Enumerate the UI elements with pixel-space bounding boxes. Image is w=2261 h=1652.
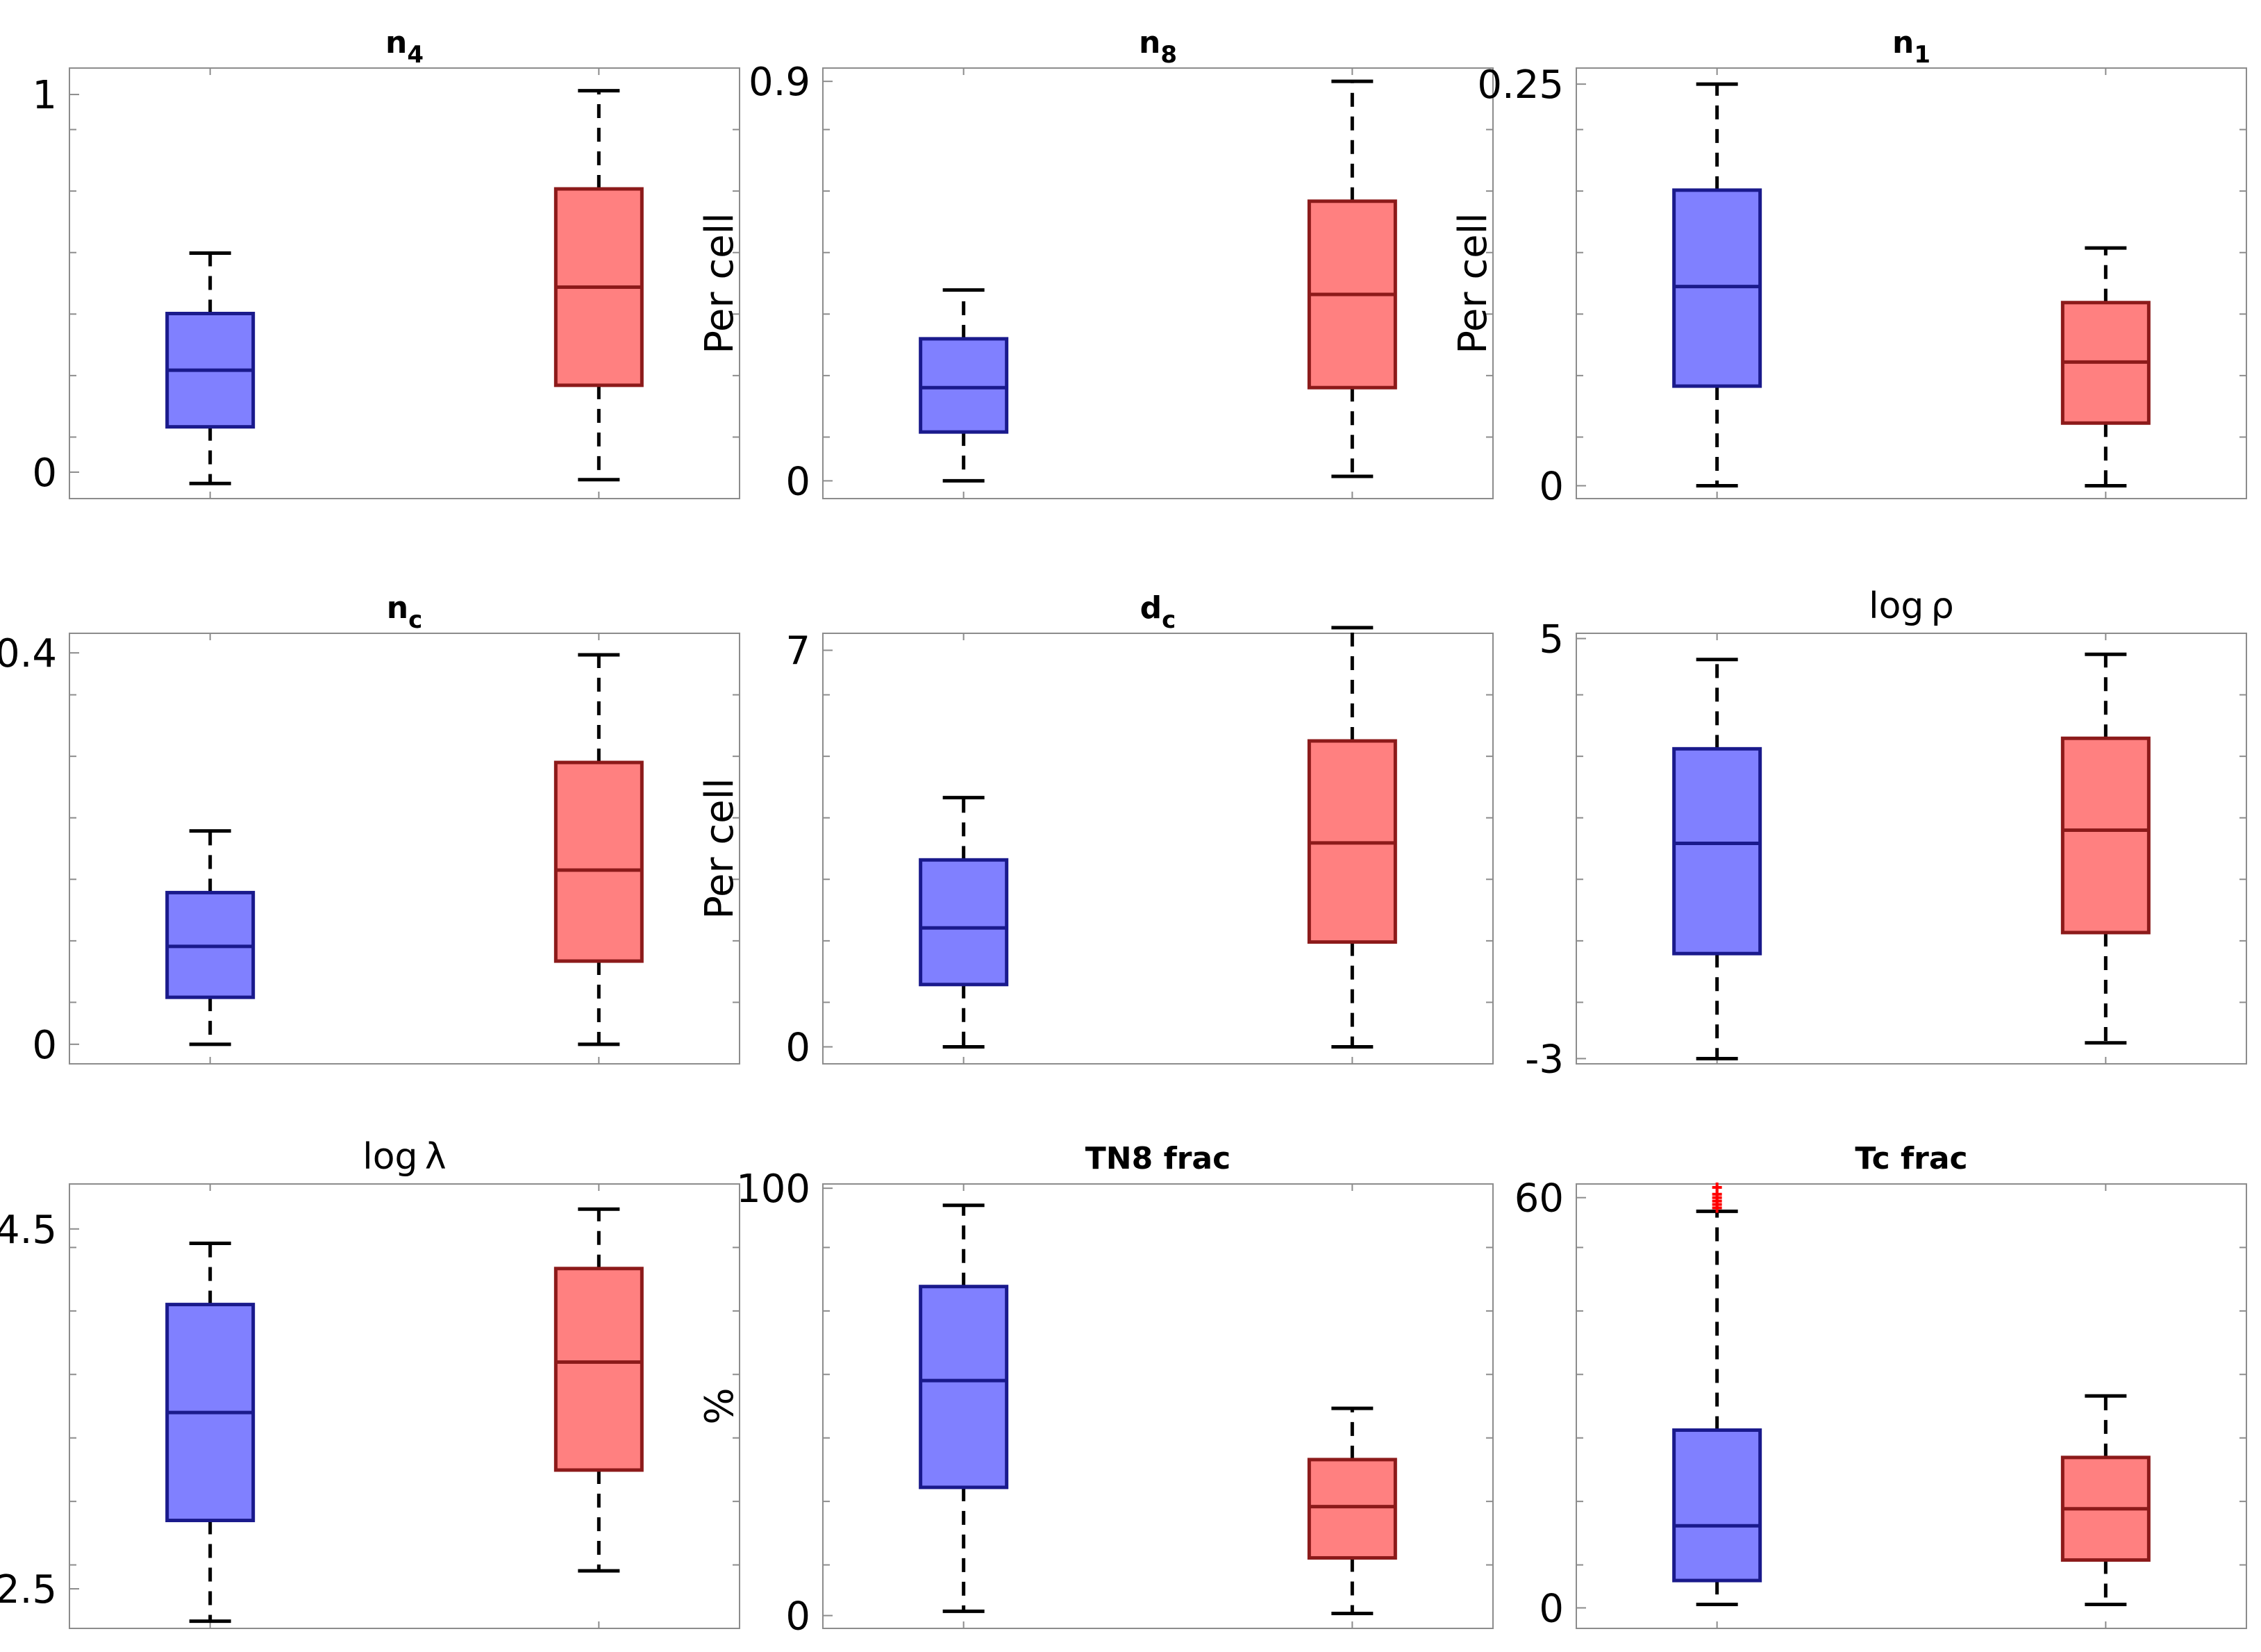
y-tick-label: 0 [32, 1023, 57, 1068]
iqr-box [2060, 736, 2151, 935]
panel-7: 2.5 4.5 log λ [0, 1136, 740, 1629]
panel-title-main: TN8 frac [1085, 1141, 1230, 1176]
panel-2: 0 0.9 n8 Per cell [697, 25, 1494, 504]
box-red [1307, 79, 1397, 478]
box-red [2060, 652, 2151, 1045]
y-tick-label: 0.25 [1477, 62, 1564, 108]
panel-title: n1 [1892, 25, 1930, 69]
axes-frame [822, 633, 1494, 1065]
box-blue [1672, 82, 1762, 487]
y-tick-label: 0 [785, 459, 810, 504]
y-tick-label: -3 [1525, 1037, 1564, 1082]
y-tick-label: 5 [1539, 617, 1564, 662]
axes-frame [1576, 67, 2247, 499]
panel-9: 0 60 Tc frac [1515, 1141, 2247, 1631]
axes-frame [69, 67, 740, 499]
box-red [553, 653, 644, 1046]
iqr-box [1307, 1458, 1397, 1560]
panel-title-subscript: c [1162, 606, 1176, 634]
iqr-box [553, 760, 644, 963]
y-tick-label: 0 [1539, 1586, 1564, 1631]
box-blue [1672, 1182, 1762, 1607]
panel-title: n4 [385, 25, 424, 69]
panel-title-subscript: 8 [1160, 41, 1177, 69]
y-axis-label: % [697, 1387, 742, 1424]
panel-1: 0 1 n4 Per cell [32, 25, 740, 499]
box-red [2060, 246, 2151, 487]
box-blue [919, 1203, 1009, 1613]
y-tick-label: 0.4 [0, 631, 57, 676]
box-red [1307, 1406, 1397, 1615]
panel-title: nc [387, 590, 422, 634]
panel-3: 0 0.25 n1 Per cell [1451, 25, 2247, 509]
panel-6: -3 5 log ρ [1525, 585, 2247, 1082]
y-tick-label: 0 [785, 1594, 810, 1640]
panel-title-main: d [1140, 590, 1162, 626]
iqr-box [553, 1267, 644, 1472]
y-tick-label: 0 [1539, 464, 1564, 509]
panel-title-main: n [1892, 25, 1914, 60]
y-axis-label: Per cell [697, 778, 742, 919]
box-red [553, 89, 644, 482]
y-tick-label: 100 [736, 1167, 810, 1212]
panel-title-main: n [387, 590, 408, 626]
y-axis-label: Per cell [697, 212, 742, 353]
iqr-box [1672, 1428, 1762, 1583]
panel-title: log ρ [1869, 585, 1954, 627]
box-red [2060, 1394, 2151, 1607]
panel-title: log λ [362, 1136, 446, 1178]
y-tick-label: 0 [32, 451, 57, 496]
y-tick-label: 7 [785, 628, 810, 674]
box-blue [165, 251, 256, 485]
panel-4: 0 0.4 nc Per cell [0, 590, 740, 1068]
iqr-box [919, 858, 1009, 987]
axes-frame [1576, 1183, 2247, 1629]
panel-title-subscript: 1 [1914, 41, 1930, 69]
box-blue [919, 288, 1009, 483]
y-tick-label: 2.5 [0, 1567, 57, 1612]
y-tick-label: 1 [32, 73, 57, 118]
panel-8: 0 100 TN8 frac% [697, 1141, 1494, 1640]
box-blue [1672, 658, 1762, 1060]
iqr-box [1672, 746, 1762, 956]
panel-title-subscript: 4 [407, 41, 424, 69]
panel-title: TN8 frac [1085, 1141, 1230, 1176]
iqr-box [919, 1285, 1009, 1490]
panel-title-main: log ρ [1869, 585, 1954, 627]
panel-title-main: n [1139, 25, 1160, 60]
axes-frame [69, 1183, 740, 1629]
panel-title-main: log λ [362, 1136, 446, 1178]
y-tick-label: 0 [785, 1026, 810, 1071]
panel-title: dc [1140, 590, 1176, 634]
y-tick-label: 4.5 [0, 1208, 57, 1253]
y-tick-label: 60 [1515, 1176, 1564, 1221]
box-blue [165, 1242, 256, 1624]
axes-frame [822, 67, 1494, 499]
box-blue [165, 829, 256, 1046]
panel-5: 0 7 dc Per cell [697, 590, 1494, 1071]
box-red [1307, 626, 1397, 1049]
panel-title: n8 [1139, 25, 1177, 69]
panel-title-main: Tc frac [1855, 1141, 1967, 1176]
box-red [553, 1207, 644, 1573]
y-axis-label: Per cell [1451, 212, 1496, 353]
panel-title: Tc frac [1855, 1141, 1967, 1176]
panel-title-main: n [385, 25, 407, 60]
y-tick-label: 0.9 [749, 60, 810, 105]
axes-frame [1576, 633, 2247, 1065]
box-blue [919, 796, 1009, 1049]
iqr-box [919, 337, 1009, 434]
axes-frame [69, 633, 740, 1065]
axes-frame [822, 1183, 1494, 1629]
panel-title-subscript: c [408, 606, 422, 634]
